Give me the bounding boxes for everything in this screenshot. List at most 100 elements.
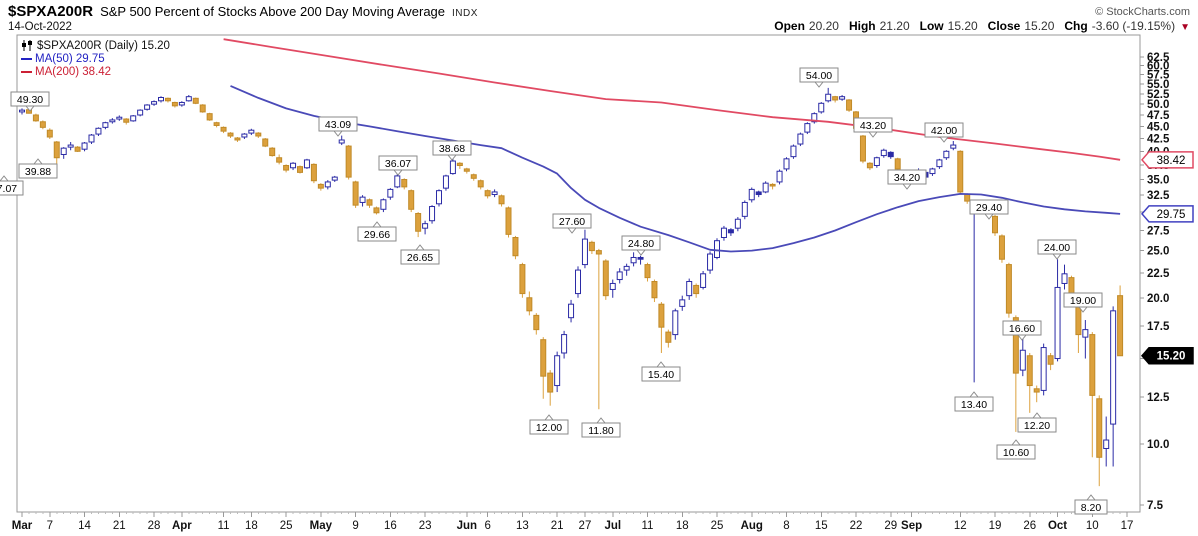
price-callout: 27.60 [559, 216, 585, 228]
last-price-value: 38.42 [1157, 155, 1186, 167]
last-price-value: 29.75 [1157, 209, 1186, 221]
x-axis-day-label: 26 [1023, 520, 1036, 532]
candle-body [894, 158, 901, 170]
candle-body [95, 127, 102, 135]
callout-box [432, 140, 472, 156]
candle-body [755, 191, 762, 196]
x-axis-day-label: 21 [113, 520, 126, 532]
price-callout: 29.66 [364, 229, 390, 241]
candle-body [74, 146, 81, 152]
price-callout: 42.00 [931, 125, 957, 137]
candle-body [130, 115, 137, 122]
candle-body [276, 157, 283, 163]
candle-body [151, 101, 158, 105]
candle-body [714, 240, 720, 258]
price-callout: 16.60 [1009, 323, 1035, 335]
callout-box [954, 396, 994, 412]
price-callout: 11.80 [588, 425, 614, 437]
candle-body [790, 145, 797, 158]
price-callout: 13.40 [961, 399, 987, 411]
candle-body [859, 135, 866, 162]
candle-body [505, 207, 512, 235]
candle-body [783, 158, 790, 170]
y-axis-label: 50.0 [1147, 99, 1169, 111]
candle-body [498, 195, 505, 205]
candle-body [1110, 310, 1117, 425]
callout-pointer [0, 175, 10, 182]
close-value: 15.20 [1024, 19, 1055, 33]
x-axis-day-label: 14 [78, 520, 91, 532]
candle-body [46, 129, 53, 138]
callout-box [0, 180, 24, 196]
candle-body [338, 139, 345, 144]
last-price-box [1141, 151, 1194, 169]
candle-body [234, 137, 241, 141]
ma50-line-swatch [21, 57, 32, 60]
callout-box [378, 155, 418, 171]
callout-box [357, 226, 397, 242]
candle-body [957, 150, 964, 193]
x-axis-day-label: 15 [815, 520, 828, 532]
y-axis-label: 27.5 [1147, 225, 1170, 237]
x-axis-day-label: 11 [218, 520, 230, 532]
y-axis-label: 47.5 [1147, 110, 1170, 122]
candle-body [206, 113, 213, 121]
candle-body [943, 150, 950, 159]
candle-body [109, 119, 116, 123]
x-axis-day-label: 12 [954, 520, 967, 532]
chart-legend: $SPXA200R (Daily) 15.20 MA(50) 29.75 MA(… [21, 39, 170, 78]
candle-body [67, 144, 74, 148]
chg-label: Chg [1064, 19, 1088, 33]
callout-box [1037, 239, 1077, 255]
callout-box [887, 169, 927, 185]
candle-body [880, 149, 887, 157]
x-axis-day-label: 7 [47, 520, 53, 532]
x-axis-day-label: 27 [579, 520, 592, 532]
candle-body [887, 151, 894, 158]
x-axis-month-label: Oct [1048, 520, 1067, 532]
callout-box [1063, 292, 1103, 308]
candle-body [1089, 334, 1096, 396]
y-axis-label: 57.5 [1147, 70, 1170, 82]
candle-body [651, 280, 658, 299]
candle-body [540, 339, 547, 377]
candle-body [116, 116, 123, 120]
candle-body [317, 183, 324, 189]
candle-body [1054, 286, 1061, 360]
candle-body [484, 190, 491, 197]
x-axis-day-label: 18 [245, 520, 258, 532]
candle-body [255, 132, 262, 137]
x-axis-day-label: 13 [516, 520, 529, 532]
x-axis-day-label: 17 [1121, 520, 1134, 532]
y-axis-label: 35.0 [1147, 175, 1169, 187]
candle-body [720, 227, 727, 238]
page-title: S&P 500 Percent of Stocks Above 200 Day … [100, 4, 446, 19]
chg-value: -3.60 (-19.15%) [1091, 19, 1176, 33]
candle-body [866, 162, 873, 169]
last-price-value: 15.20 [1157, 351, 1186, 363]
candle-body [519, 264, 526, 295]
candle-body [32, 114, 39, 122]
callout-box [853, 117, 893, 133]
candle-body [588, 241, 595, 252]
candle-body [199, 104, 206, 113]
candle-body [387, 188, 394, 198]
candle-body [192, 97, 199, 104]
candle-body [1012, 317, 1019, 374]
callout-box [969, 199, 1009, 215]
candle-body [1061, 273, 1068, 284]
y-axis-label: 42.5 [1147, 133, 1170, 145]
candle-body [171, 101, 178, 107]
candle-body [449, 160, 456, 175]
x-axis-day-label: 11 [642, 520, 654, 532]
x-axis-day-label: 28 [148, 520, 161, 532]
ma200-line-swatch [21, 70, 32, 73]
y-axis-label: 60.0 [1147, 61, 1169, 73]
candle-body [762, 182, 769, 193]
candle-body [554, 355, 561, 387]
y-axis-label: 62.5 [1147, 52, 1170, 64]
candle-body [102, 122, 109, 128]
price-callout: 24.80 [628, 238, 654, 250]
candle-body [644, 264, 651, 279]
x-axis-day-label: 25 [280, 520, 293, 532]
